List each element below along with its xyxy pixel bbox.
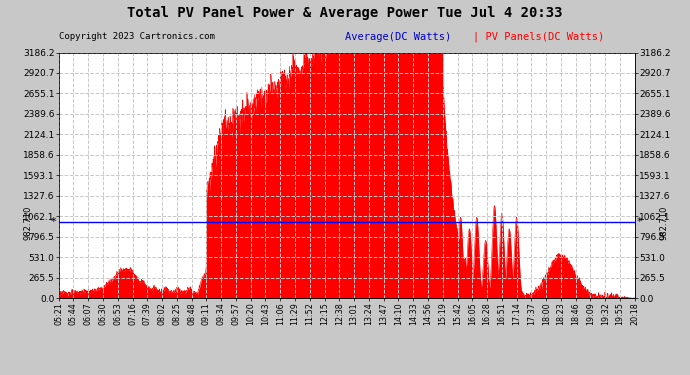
- Text: | PV Panels(DC Watts): | PV Panels(DC Watts): [473, 32, 604, 42]
- Text: *: *: [50, 217, 56, 227]
- Text: Total PV Panel Power & Average Power Tue Jul 4 20:33: Total PV Panel Power & Average Power Tue…: [127, 6, 563, 20]
- Text: *: *: [637, 217, 642, 227]
- Text: 982.710: 982.710: [660, 205, 669, 240]
- Text: Copyright 2023 Cartronics.com: Copyright 2023 Cartronics.com: [59, 32, 215, 41]
- Text: Average(DC Watts): Average(DC Watts): [345, 32, 451, 42]
- Text: 982.710: 982.710: [23, 205, 32, 240]
